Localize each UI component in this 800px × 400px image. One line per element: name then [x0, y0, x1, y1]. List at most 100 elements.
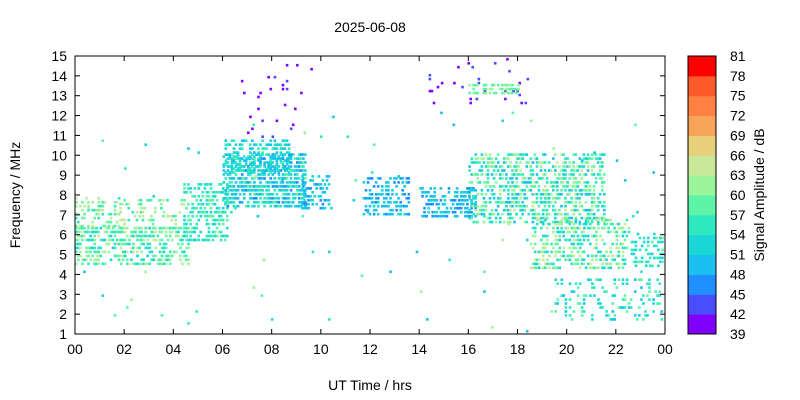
heatmap-cell [158, 230, 162, 234]
heatmap-cell [304, 173, 307, 176]
heatmap-cell [255, 153, 258, 156]
heatmap-cell [597, 298, 600, 301]
heatmap-cell [427, 199, 430, 202]
heatmap-cell [265, 189, 268, 192]
heatmap-cell [509, 220, 512, 224]
heatmap-cell [203, 210, 207, 214]
heatmap-cell [651, 240, 654, 244]
heatmap-cell [195, 310, 198, 313]
heatmap-cell [547, 193, 551, 196]
heatmap-cell [197, 218, 200, 222]
heatmap-cell [372, 212, 376, 216]
heatmap-cell [574, 208, 577, 212]
heatmap-cell [269, 165, 272, 168]
heatmap-cell [471, 65, 474, 69]
heatmap-cell [525, 161, 529, 164]
heatmap-cell [498, 185, 502, 188]
heatmap-cell [273, 75, 277, 79]
heatmap-cell [249, 197, 252, 200]
heatmap-cell [657, 240, 660, 244]
heatmap-cell [439, 199, 443, 202]
heatmap-cell [119, 246, 123, 250]
heatmap-cell [490, 185, 494, 188]
heatmap-cell [236, 163, 240, 166]
heatmap-cell [226, 165, 230, 168]
heatmap-cell [527, 189, 531, 192]
heatmap-cell [472, 195, 476, 198]
heatmap-cell [366, 177, 370, 180]
heatmap-cell [228, 177, 232, 180]
heatmap-cell [285, 189, 289, 192]
heatmap-cell [298, 197, 301, 200]
heatmap-cell [154, 254, 158, 258]
heatmap-cell [150, 230, 154, 234]
heatmap-cell [300, 189, 303, 192]
heatmap-cell [330, 206, 333, 210]
heatmap-cell [552, 226, 555, 230]
heatmap-cell [439, 187, 443, 190]
heatmap-cell [303, 195, 306, 198]
heatmap-cell [582, 294, 586, 297]
heatmap-cell [293, 169, 297, 172]
heatmap-cell [586, 153, 590, 156]
heatmap-cell [619, 242, 623, 246]
heatmap-cell [93, 258, 96, 262]
heatmap-cell [525, 197, 529, 200]
heatmap-cell [452, 123, 456, 127]
heatmap-cell [541, 201, 545, 204]
heatmap-cell [547, 197, 551, 200]
heatmap-cell [183, 222, 186, 226]
heatmap-cell [598, 193, 602, 196]
heatmap-cell [517, 193, 520, 196]
heatmap-cell [127, 202, 130, 206]
heatmap-cell [646, 236, 650, 240]
heatmap-cell [269, 167, 272, 170]
heatmap-cell [513, 185, 516, 188]
heatmap-cell [474, 83, 478, 87]
heatmap-cell [566, 216, 569, 220]
heatmap-cell [109, 238, 113, 242]
heatmap-cell [580, 262, 584, 266]
heatmap-cell [265, 181, 268, 184]
heatmap-cell [277, 143, 281, 146]
heatmap-cell [535, 222, 539, 226]
colorbar-tick-label: 39 [730, 326, 746, 342]
heatmap-cell [535, 173, 539, 176]
heatmap-cell [283, 103, 287, 107]
heatmap-cell [91, 201, 94, 204]
heatmap-cell [425, 202, 428, 206]
y-tick-label: 4 [59, 266, 67, 282]
heatmap-cell [291, 193, 295, 196]
heatmap-cell [469, 97, 472, 101]
heatmap-cell [185, 234, 188, 238]
heatmap-cell [512, 89, 515, 93]
heatmap-cell [224, 201, 228, 204]
heatmap-cell [460, 202, 463, 206]
heatmap-cell [425, 214, 428, 218]
heatmap-cell [238, 167, 242, 170]
heatmap-cell [554, 266, 557, 270]
heatmap-cell [133, 214, 137, 218]
heatmap-cell [381, 204, 384, 208]
heatmap-cell [535, 212, 539, 216]
heatmap-cell [253, 204, 256, 208]
heatmap-cell [437, 206, 441, 210]
heatmap-cell [564, 298, 568, 301]
heatmap-cell [523, 193, 526, 196]
heatmap-cell [305, 202, 308, 206]
heatmap-cell [77, 230, 80, 234]
heatmap-cell [507, 216, 510, 220]
heatmap-cell [595, 278, 598, 281]
heatmap-cell [474, 201, 478, 204]
heatmap-cell [77, 226, 80, 230]
heatmap-cell [440, 111, 443, 115]
heatmap-cell [518, 81, 521, 85]
heatmap-cell [423, 214, 426, 218]
heatmap-cell [590, 220, 594, 224]
heatmap-cell [509, 83, 512, 87]
heatmap-cell [285, 201, 289, 204]
heatmap-cell [490, 157, 494, 160]
heatmap-cell [253, 193, 256, 196]
heatmap-cell [648, 264, 652, 268]
heatmap-cell [79, 254, 82, 258]
